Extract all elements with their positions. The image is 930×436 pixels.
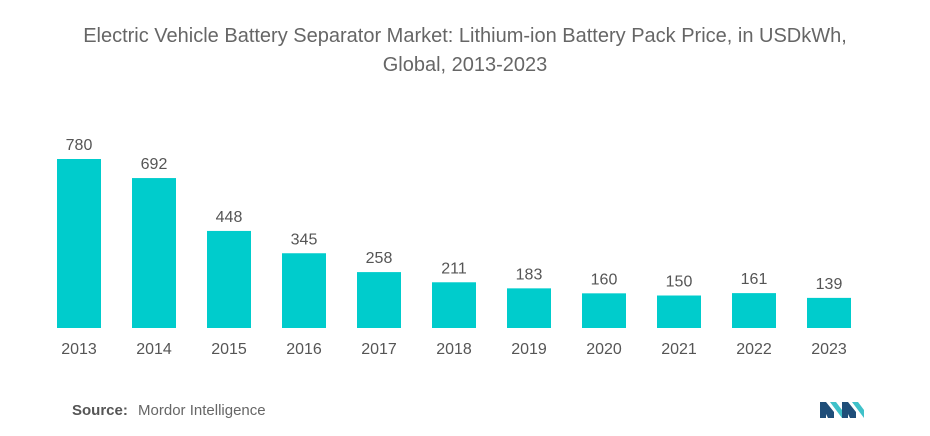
x-tick-label-2014: 2014 bbox=[136, 341, 172, 358]
chart-title-line-1: Electric Vehicle Battery Separator Marke… bbox=[83, 25, 847, 47]
x-tick-label-2019: 2019 bbox=[511, 341, 547, 358]
source-label: Source: bbox=[72, 402, 128, 419]
source-text: Mordor Intelligence bbox=[138, 402, 266, 419]
bar-2013 bbox=[57, 159, 101, 328]
data-label-2022: 161 bbox=[741, 271, 768, 288]
bar-2021 bbox=[657, 295, 701, 328]
x-tick-label-2017: 2017 bbox=[361, 341, 397, 358]
bar-2016 bbox=[282, 253, 326, 328]
data-label-2017: 258 bbox=[366, 250, 393, 267]
bar-2018 bbox=[432, 282, 476, 328]
x-tick-label-2015: 2015 bbox=[211, 341, 247, 358]
x-tick-label-2022: 2022 bbox=[736, 341, 772, 358]
data-label-2019: 183 bbox=[516, 266, 543, 283]
x-tick-label-2013: 2013 bbox=[61, 341, 97, 358]
chart-title: Electric Vehicle Battery Separator Marke… bbox=[0, 22, 930, 80]
bar-2020 bbox=[582, 293, 626, 328]
x-tick-label-2016: 2016 bbox=[286, 341, 322, 358]
x-tick-label-2021: 2021 bbox=[661, 341, 697, 358]
data-label-2020: 160 bbox=[591, 271, 618, 288]
data-label-2014: 692 bbox=[141, 156, 168, 173]
data-label-2015: 448 bbox=[216, 209, 243, 226]
bar-2014 bbox=[132, 178, 176, 328]
bars-group bbox=[57, 159, 851, 328]
x-tick-label-2018: 2018 bbox=[436, 341, 472, 358]
bar-2023 bbox=[807, 297, 851, 328]
x-tick-label-2023: 2023 bbox=[811, 341, 847, 358]
x-tick-label-2020: 2020 bbox=[586, 341, 622, 358]
bar-2015 bbox=[207, 230, 251, 328]
source-note: Source: Mordor Intelligence bbox=[72, 402, 266, 419]
data-label-2018: 211 bbox=[441, 260, 467, 277]
bar-2022 bbox=[732, 293, 776, 328]
data-label-2013: 780 bbox=[66, 137, 93, 154]
mordor-logo-icon bbox=[820, 402, 864, 418]
chart-title-line-2: Global, 2013-2023 bbox=[382, 54, 548, 76]
data-label-2016: 345 bbox=[291, 231, 318, 248]
data-labels-group: 780 692 448 345 258 211 183 160 150 161 139 bbox=[66, 137, 843, 293]
x-tick-labels-group: 2013 2014 2015 2016 2017 2018 2019 2020 2021 2022… bbox=[61, 341, 847, 358]
data-label-2023: 139 bbox=[816, 276, 843, 293]
bar-2019 bbox=[507, 288, 551, 328]
bar-2017 bbox=[357, 272, 401, 328]
data-label-2021: 150 bbox=[666, 274, 693, 291]
